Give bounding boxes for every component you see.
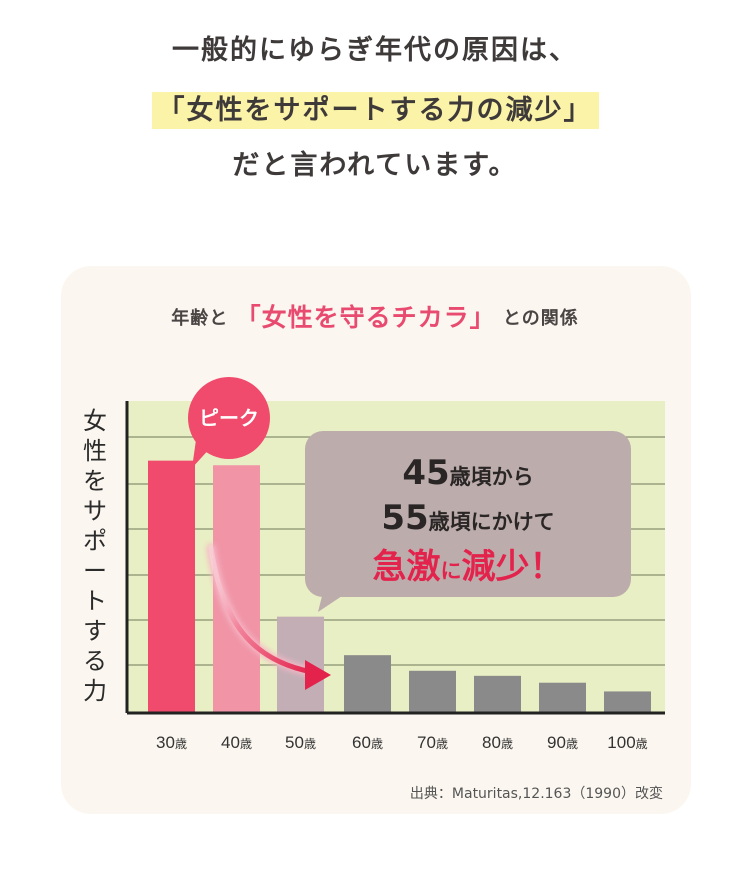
- headline-line-1: 一般的にゆらぎ年代の原因は、: [172, 35, 578, 66]
- callout-tail: [318, 596, 342, 612]
- bar-100歳: [604, 691, 651, 713]
- bar-80歳: [474, 675, 521, 713]
- x-tick-label: 80歳: [482, 733, 513, 752]
- y-axis-label-char: 力: [83, 677, 107, 705]
- callout-line-1: 45歳頃から: [402, 453, 533, 493]
- chart-title-suffix: との関係: [502, 308, 579, 329]
- headline-line-2: 「女性をサポートする力の減少」: [0, 88, 750, 129]
- x-tick-label: 100歳: [607, 733, 647, 752]
- chart-title: 年齢と 「女性を守るチカラ」 との関係: [0, 298, 750, 334]
- bar-60歳: [344, 655, 391, 713]
- y-axis-label-char: ー: [83, 557, 107, 585]
- source-note: 出典：Maturitas,12.163（1990）改変: [409, 786, 663, 802]
- y-axis-label-char: サ: [83, 497, 107, 525]
- x-tick-label: 60歳: [352, 733, 383, 752]
- y-axis-label-char: ポ: [83, 527, 107, 555]
- decline-arrow: [208, 545, 315, 675]
- decline-arrow-head: [305, 660, 331, 690]
- bar-90歳: [539, 682, 586, 713]
- y-axis-label-char: を: [83, 467, 107, 495]
- y-axis-label-char: 女: [83, 407, 107, 435]
- bar-30歳: [148, 460, 195, 713]
- callout-line-2: 55歳頃にかけて: [381, 498, 554, 538]
- callout-line-3: 急激に減少！: [373, 547, 564, 587]
- chart-title-highlight: 「女性を守るチカラ」: [235, 303, 496, 332]
- callout-box: [305, 431, 631, 597]
- peak-label: ピーク: [199, 406, 259, 430]
- x-tick-label: 90歳: [547, 733, 578, 752]
- x-tick-label: 40歳: [221, 733, 252, 752]
- x-tick-label: 70歳: [417, 733, 448, 752]
- bar-70歳: [409, 670, 456, 713]
- y-axis-label: 女性をサポートする力: [78, 406, 112, 706]
- y-axis-label-char: す: [83, 617, 107, 645]
- chart-title-prefix: 年齢と: [171, 308, 229, 329]
- x-tick-label: 50歳: [285, 733, 316, 752]
- headline-line-3: だと言われています。: [232, 150, 518, 181]
- peak-bubble: [188, 377, 270, 459]
- y-axis-label-char: る: [83, 647, 107, 675]
- x-tick-label: 30歳: [156, 733, 187, 752]
- headline-highlight: 「女性をサポートする力の減少」: [151, 92, 599, 129]
- y-axis-label-char: 性: [83, 437, 107, 465]
- y-axis-label-char: ト: [83, 587, 107, 615]
